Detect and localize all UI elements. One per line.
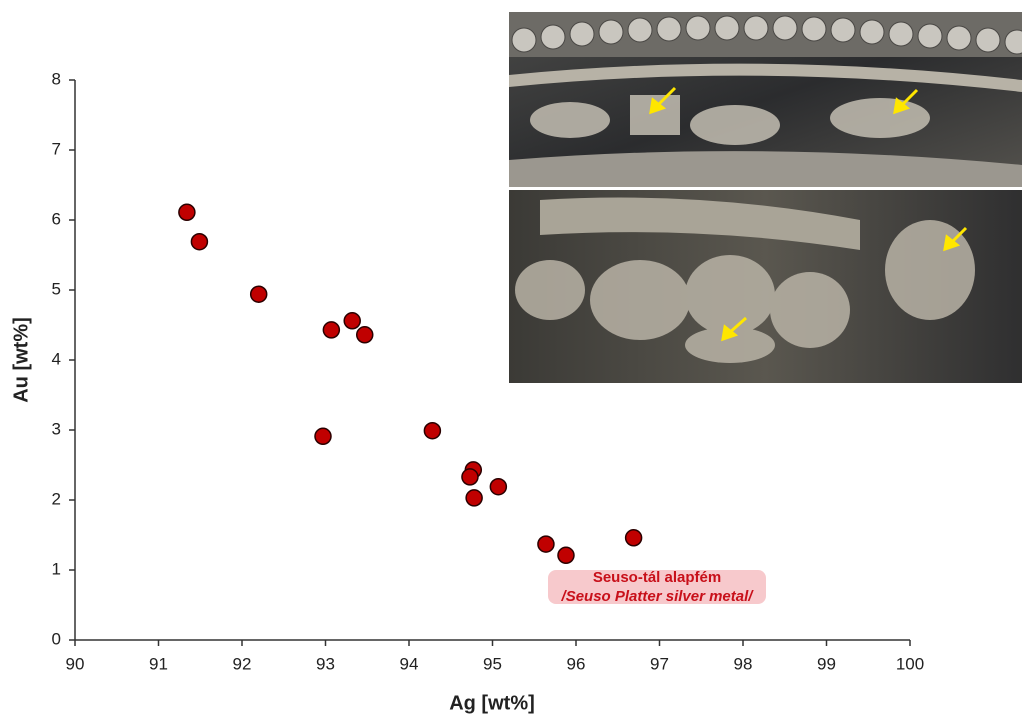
y-tick-label: 0	[52, 629, 61, 648]
point	[538, 536, 554, 552]
point	[179, 204, 195, 220]
x-tick-label: 92	[233, 654, 252, 673]
x-tick-label: 97	[650, 654, 669, 673]
y-tick-label: 8	[52, 69, 61, 88]
x-tick-label: 100	[896, 654, 924, 673]
y-tick-label: 7	[52, 139, 61, 158]
point	[191, 234, 207, 250]
y-tick-label: 6	[52, 209, 61, 228]
point	[424, 423, 440, 439]
x-tick-label: 93	[316, 654, 335, 673]
point	[251, 286, 267, 302]
y-axis-title: Au [wt%]	[10, 317, 32, 403]
y-tick-label: 2	[52, 489, 61, 508]
point	[323, 322, 339, 338]
x-axis-title: Ag [wt%]	[449, 692, 535, 714]
x-tick-label: 98	[734, 654, 753, 673]
point	[357, 327, 373, 343]
point	[490, 479, 506, 495]
chart: Seuso-tál alapfém /Seuso Platter silver …	[0, 0, 1022, 717]
y-tick-label: 3	[52, 419, 61, 438]
y-tick-label: 1	[52, 559, 61, 578]
point	[466, 490, 482, 506]
x-tick-label: 91	[149, 654, 168, 673]
inset-photo	[509, 12, 1022, 383]
y-tick-label: 4	[52, 349, 61, 368]
point	[626, 530, 642, 546]
annotation: /Seuso Platter silver metal/	[561, 588, 755, 605]
x-tick-label: 96	[567, 654, 586, 673]
x-tick-label: 90	[66, 654, 85, 673]
y-tick-label: 5	[52, 279, 61, 298]
point	[344, 313, 360, 329]
annotation: Seuso-tál alapfém	[593, 569, 721, 586]
point	[558, 547, 574, 563]
x-tick-label: 99	[817, 654, 836, 673]
x-tick-label: 94	[400, 654, 419, 673]
point	[462, 469, 478, 485]
x-tick-label: 95	[483, 654, 502, 673]
point	[315, 428, 331, 444]
